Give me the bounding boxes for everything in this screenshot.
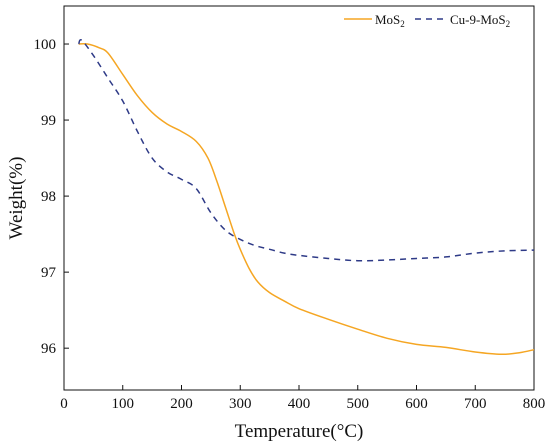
x-tick-label: 200: [170, 396, 193, 412]
x-tick-label: 400: [288, 396, 311, 412]
legend-label-cu-9-mos2: Cu-9-MoS2: [450, 12, 510, 29]
legend-label-mos2: MoS2: [375, 12, 405, 29]
x-tick-label: 600: [405, 396, 428, 412]
y-tick-label: 96: [41, 341, 57, 357]
y-tick-label: 100: [34, 37, 57, 53]
x-tick-label: 700: [464, 396, 487, 412]
y-axis-title: Weight(%): [6, 157, 27, 240]
y-ticks: 96 97 98 99 100: [34, 37, 69, 357]
x-tick-label: 500: [347, 396, 370, 412]
legend: MoS2 Cu-9-MoS2: [344, 12, 510, 29]
x-tick-label: 300: [229, 396, 252, 412]
x-tick-label: 0: [60, 396, 68, 412]
series-layer: [77, 39, 535, 356]
y-tick-label: 97: [41, 265, 57, 281]
plot-frame: [63, 5, 535, 391]
y-tick-label: 98: [41, 189, 56, 205]
series-line-mos2: [78, 42, 535, 356]
x-ticks: 0 100 200 300 400 500 600 700 800: [60, 385, 545, 412]
x-tick-label: 100: [112, 396, 135, 412]
x-tick-label: 800: [523, 396, 546, 412]
series-line-cu-9-mos2: [77, 39, 535, 262]
y-tick-label: 99: [41, 113, 56, 129]
x-axis-title: Temperature(°C): [235, 421, 364, 442]
